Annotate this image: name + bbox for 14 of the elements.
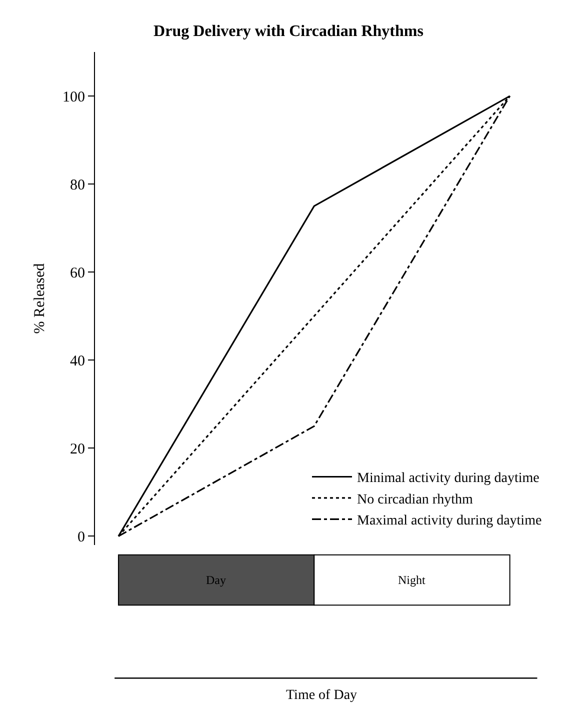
- y-tick-label: 60: [70, 265, 85, 282]
- y-axis-title: % Released: [32, 262, 48, 334]
- y-tick-label: 40: [70, 353, 85, 370]
- y-tick-label: 100: [62, 89, 85, 106]
- text: Night: [398, 573, 426, 587]
- legend-label: Maximal activity during daytime: [357, 514, 542, 529]
- y-tick-label: 80: [70, 177, 85, 194]
- text: Time of Day: [286, 688, 358, 703]
- legend-label: Minimal activity during daytime: [357, 471, 540, 486]
- chart-title: Drug Delivery with Circadian Rhythms: [154, 22, 424, 40]
- y-tick-label: 20: [70, 441, 85, 458]
- y-tick-label: 0: [78, 529, 85, 546]
- text: Day: [206, 573, 226, 587]
- legend-label: No circadian rhythm: [357, 492, 473, 508]
